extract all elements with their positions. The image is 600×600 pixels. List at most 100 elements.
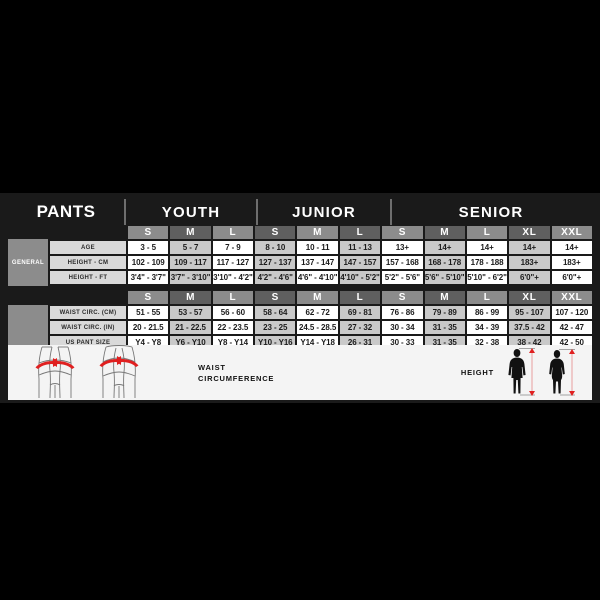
size-header-spacer-2 [50, 291, 126, 304]
cell-age-senior-xl: 14+ [509, 241, 550, 254]
cell-age-junior-s: 8 - 10 [255, 241, 296, 254]
size-header2-senior-m: M [424, 291, 465, 304]
cell-height-cm-youth-l: 117 - 127 [212, 256, 254, 269]
cell-height-ft-senior-xxl: 6'0"+ [551, 271, 592, 284]
size-header-senior-s: S [382, 226, 423, 239]
cell-height-cm-junior-l: 147 - 157 [339, 256, 381, 269]
cell-height-ft-senior-l: 5'10" - 6'2" [466, 271, 508, 284]
size-chart-table: PANTS YOUTH JUNIOR SENIOR GENERAL PANTS [0, 193, 600, 403]
cell-age-youth-l: 7 - 9 [212, 241, 254, 254]
section-divider [48, 284, 592, 290]
waist-caption-line2: CIRCUMFERENCE [198, 373, 275, 383]
height-measure-icon [508, 348, 575, 396]
cell-waist-in-youth-l: 22 - 23.5 [212, 321, 254, 334]
cell-waist-in-junior-l: 27 - 32 [339, 321, 381, 334]
cell-age-youth-m: 5 - 7 [170, 241, 211, 254]
cell-age-junior-l: 11 - 13 [339, 241, 381, 254]
table-row: WAIST CIRC. (CM) 51 - 55 53 - 57 56 - 60… [48, 306, 592, 319]
size-header2-junior-l: L [339, 291, 381, 304]
cell-waist-in-junior-m: 24.5 - 28.5 [297, 321, 338, 334]
row-label-waist-in: WAIST CIRC. (IN) [50, 321, 126, 334]
cell-height-ft-senior-s: 5'2" - 5'6" [382, 271, 423, 284]
cell-age-senior-l: 14+ [466, 241, 508, 254]
cell-height-cm-junior-s: 127 - 137 [255, 256, 296, 269]
size-header-spacer [50, 226, 126, 239]
cell-waist-in-senior-xl: 37.5 - 42 [509, 321, 550, 334]
cell-waist-in-senior-s: 30 - 34 [382, 321, 423, 334]
height-caption: HEIGHT [460, 368, 494, 377]
cell-height-cm-youth-s: 102 - 109 [128, 256, 169, 269]
cell-age-junior-m: 10 - 11 [297, 241, 338, 254]
cell-height-ft-youth-m: 3'7" - 3'10" [170, 271, 211, 284]
size-header-senior-m: M [424, 226, 465, 239]
size-header-row-general: S M L S M L S M L XL XXL [48, 226, 592, 239]
table-row: AGE 3 - 5 5 - 7 7 - 9 8 - 10 10 - 11 11 … [48, 241, 592, 254]
height-diagram [502, 345, 588, 400]
size-header-youth-m: M [170, 226, 211, 239]
row-label-height-ft: HEIGHT - FT [50, 271, 126, 284]
size-header-junior-l: L [339, 226, 381, 239]
cell-waist-cm-senior-s: 76 - 86 [382, 306, 423, 319]
size-header2-youth-m: M [170, 291, 211, 304]
cell-height-ft-youth-l: 3'10" - 4'2" [212, 271, 254, 284]
group-header-youth: YOUTH [124, 199, 256, 225]
cell-waist-cm-senior-xl: 95 - 107 [509, 306, 550, 319]
size-header-junior-s: S [255, 226, 296, 239]
cell-height-cm-senior-m: 168 - 178 [424, 256, 465, 269]
cell-waist-in-youth-s: 20 - 21.5 [128, 321, 169, 334]
cell-waist-cm-senior-m: 79 - 89 [424, 306, 465, 319]
category-label-general: GENERAL [8, 239, 48, 286]
waist-diagram [8, 345, 198, 400]
cell-height-cm-youth-m: 109 - 117 [170, 256, 211, 269]
cell-waist-in-senior-l: 34 - 39 [466, 321, 508, 334]
size-header2-junior-m: M [297, 291, 338, 304]
cell-height-cm-junior-m: 137 - 147 [297, 256, 338, 269]
cell-waist-cm-junior-l: 69 - 81 [339, 306, 381, 319]
row-label-age: AGE [50, 241, 126, 254]
cell-height-ft-senior-xl: 6'0"+ [509, 271, 550, 284]
size-header2-junior-s: S [255, 291, 296, 304]
measurement-illustration-strip: WAIST CIRCUMFERENCE HEIGHT [8, 345, 592, 400]
cell-height-ft-junior-m: 4'6" - 4'10" [297, 271, 338, 284]
cell-waist-in-youth-m: 21 - 22.5 [170, 321, 211, 334]
size-header-senior-xl: XL [509, 226, 550, 239]
page-title: PANTS [36, 202, 96, 221]
cell-waist-cm-youth-l: 56 - 60 [212, 306, 254, 319]
table-row: HEIGHT - FT 3'4" - 3'7" 3'7" - 3'10" 3'1… [48, 271, 592, 284]
waist-measure-icon [35, 345, 139, 399]
cell-age-senior-s: 13+ [382, 241, 423, 254]
cell-waist-cm-senior-l: 86 - 99 [466, 306, 508, 319]
size-header-youth-s: S [128, 226, 169, 239]
cell-age-youth-s: 3 - 5 [128, 241, 169, 254]
row-label-waist-cm: WAIST CIRC. (CM) [50, 306, 126, 319]
cell-age-senior-m: 14+ [424, 241, 465, 254]
cell-height-ft-junior-s: 4'2" - 4'6" [255, 271, 296, 284]
group-header-junior: JUNIOR [256, 199, 390, 225]
cell-waist-cm-senior-xxl: 107 - 120 [551, 306, 592, 319]
size-header-senior-xxl: XXL [551, 226, 592, 239]
cell-height-ft-youth-s: 3'4" - 3'7" [128, 271, 169, 284]
size-header2-senior-l: L [466, 291, 508, 304]
cell-waist-in-junior-s: 23 - 25 [255, 321, 296, 334]
cell-age-senior-xxl: 14+ [551, 241, 592, 254]
chart-title-row: PANTS YOUTH JUNIOR SENIOR [8, 199, 592, 225]
size-header-junior-m: M [297, 226, 338, 239]
size-header2-youth-s: S [128, 291, 169, 304]
cell-height-cm-senior-s: 157 - 168 [382, 256, 423, 269]
size-header2-senior-xxl: XXL [551, 291, 592, 304]
cell-height-cm-senior-l: 178 - 188 [466, 256, 508, 269]
size-header-youth-l: L [212, 226, 254, 239]
table-row: WAIST CIRC. (IN) 20 - 21.5 21 - 22.5 22 … [48, 321, 592, 334]
table-row: HEIGHT - CM 102 - 109 109 - 117 117 - 12… [48, 256, 592, 269]
row-label-height-cm: HEIGHT - CM [50, 256, 126, 269]
cell-waist-in-senior-m: 31 - 35 [424, 321, 465, 334]
cell-height-cm-senior-xl: 183+ [509, 256, 550, 269]
size-header-row-pants: S M L S M L S M L XL XXL [48, 291, 592, 304]
size-header2-senior-xl: XL [509, 291, 550, 304]
cell-height-ft-junior-l: 4'10" - 5'2" [339, 271, 381, 284]
cell-waist-in-senior-xxl: 42 - 47 [551, 321, 592, 334]
cell-waist-cm-youth-m: 53 - 57 [170, 306, 211, 319]
waist-caption-line1: WAIST [198, 362, 226, 372]
cell-height-cm-senior-xxl: 183+ [551, 256, 592, 269]
